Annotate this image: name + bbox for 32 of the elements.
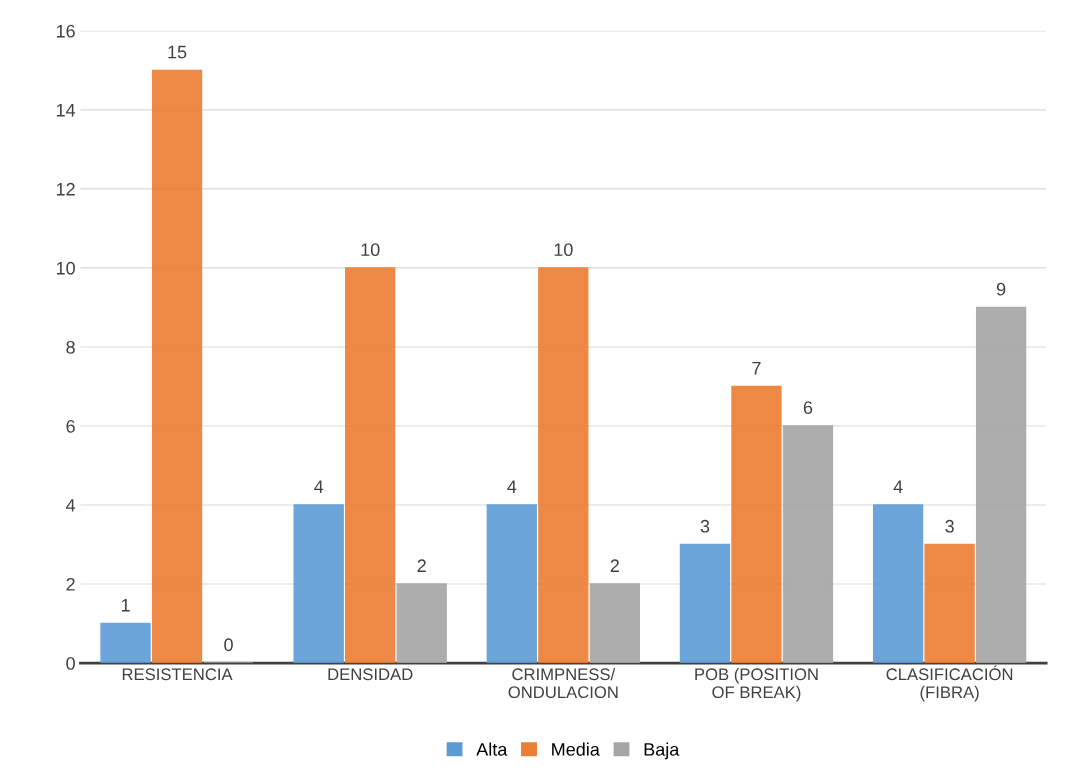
y-tick-label: 8 — [66, 340, 75, 354]
data-label: 7 — [752, 361, 761, 375]
data-label: 9 — [996, 282, 1006, 296]
x-tick-label: CRIMPNESS/ ONDULACION — [508, 667, 618, 699]
data-label: 15 — [168, 45, 187, 59]
legend-label: Baja — [644, 742, 680, 760]
x-tick-label: RESISTENCIA — [122, 668, 233, 681]
data-label: 6 — [803, 401, 813, 415]
data-label: 10 — [361, 243, 380, 257]
y-tick-label: 2 — [66, 577, 75, 591]
y-tick-label: 10 — [56, 261, 75, 275]
y-tick-label: 12 — [56, 182, 75, 196]
data-label: 4 — [893, 480, 903, 493]
data-label: 3 — [945, 519, 954, 533]
x-tick-label: DENSIDAD — [328, 668, 413, 681]
data-label: 4 — [507, 480, 517, 493]
y-tick-label: 16 — [56, 24, 75, 38]
y-tick-label: 0 — [66, 656, 75, 670]
data-label: 3 — [700, 519, 710, 533]
x-tick-label: POB (POSITION OF BREAK) — [695, 667, 818, 702]
data-label: 1 — [121, 599, 130, 612]
data-label: 0 — [224, 638, 233, 652]
x-tick-label: CLASIFICACIÓN (FIBRA) — [886, 665, 1013, 702]
data-label: 2 — [610, 559, 619, 572]
y-tick-label: 4 — [65, 499, 76, 512]
legend-label: Alta — [476, 742, 508, 756]
legend-label: Media — [552, 742, 600, 756]
data-label: 2 — [417, 559, 426, 572]
y-tick-label: 6 — [66, 419, 75, 433]
y-tick-label: 14 — [56, 103, 76, 117]
data-label: 10 — [554, 243, 573, 257]
data-label: 4 — [314, 480, 324, 493]
